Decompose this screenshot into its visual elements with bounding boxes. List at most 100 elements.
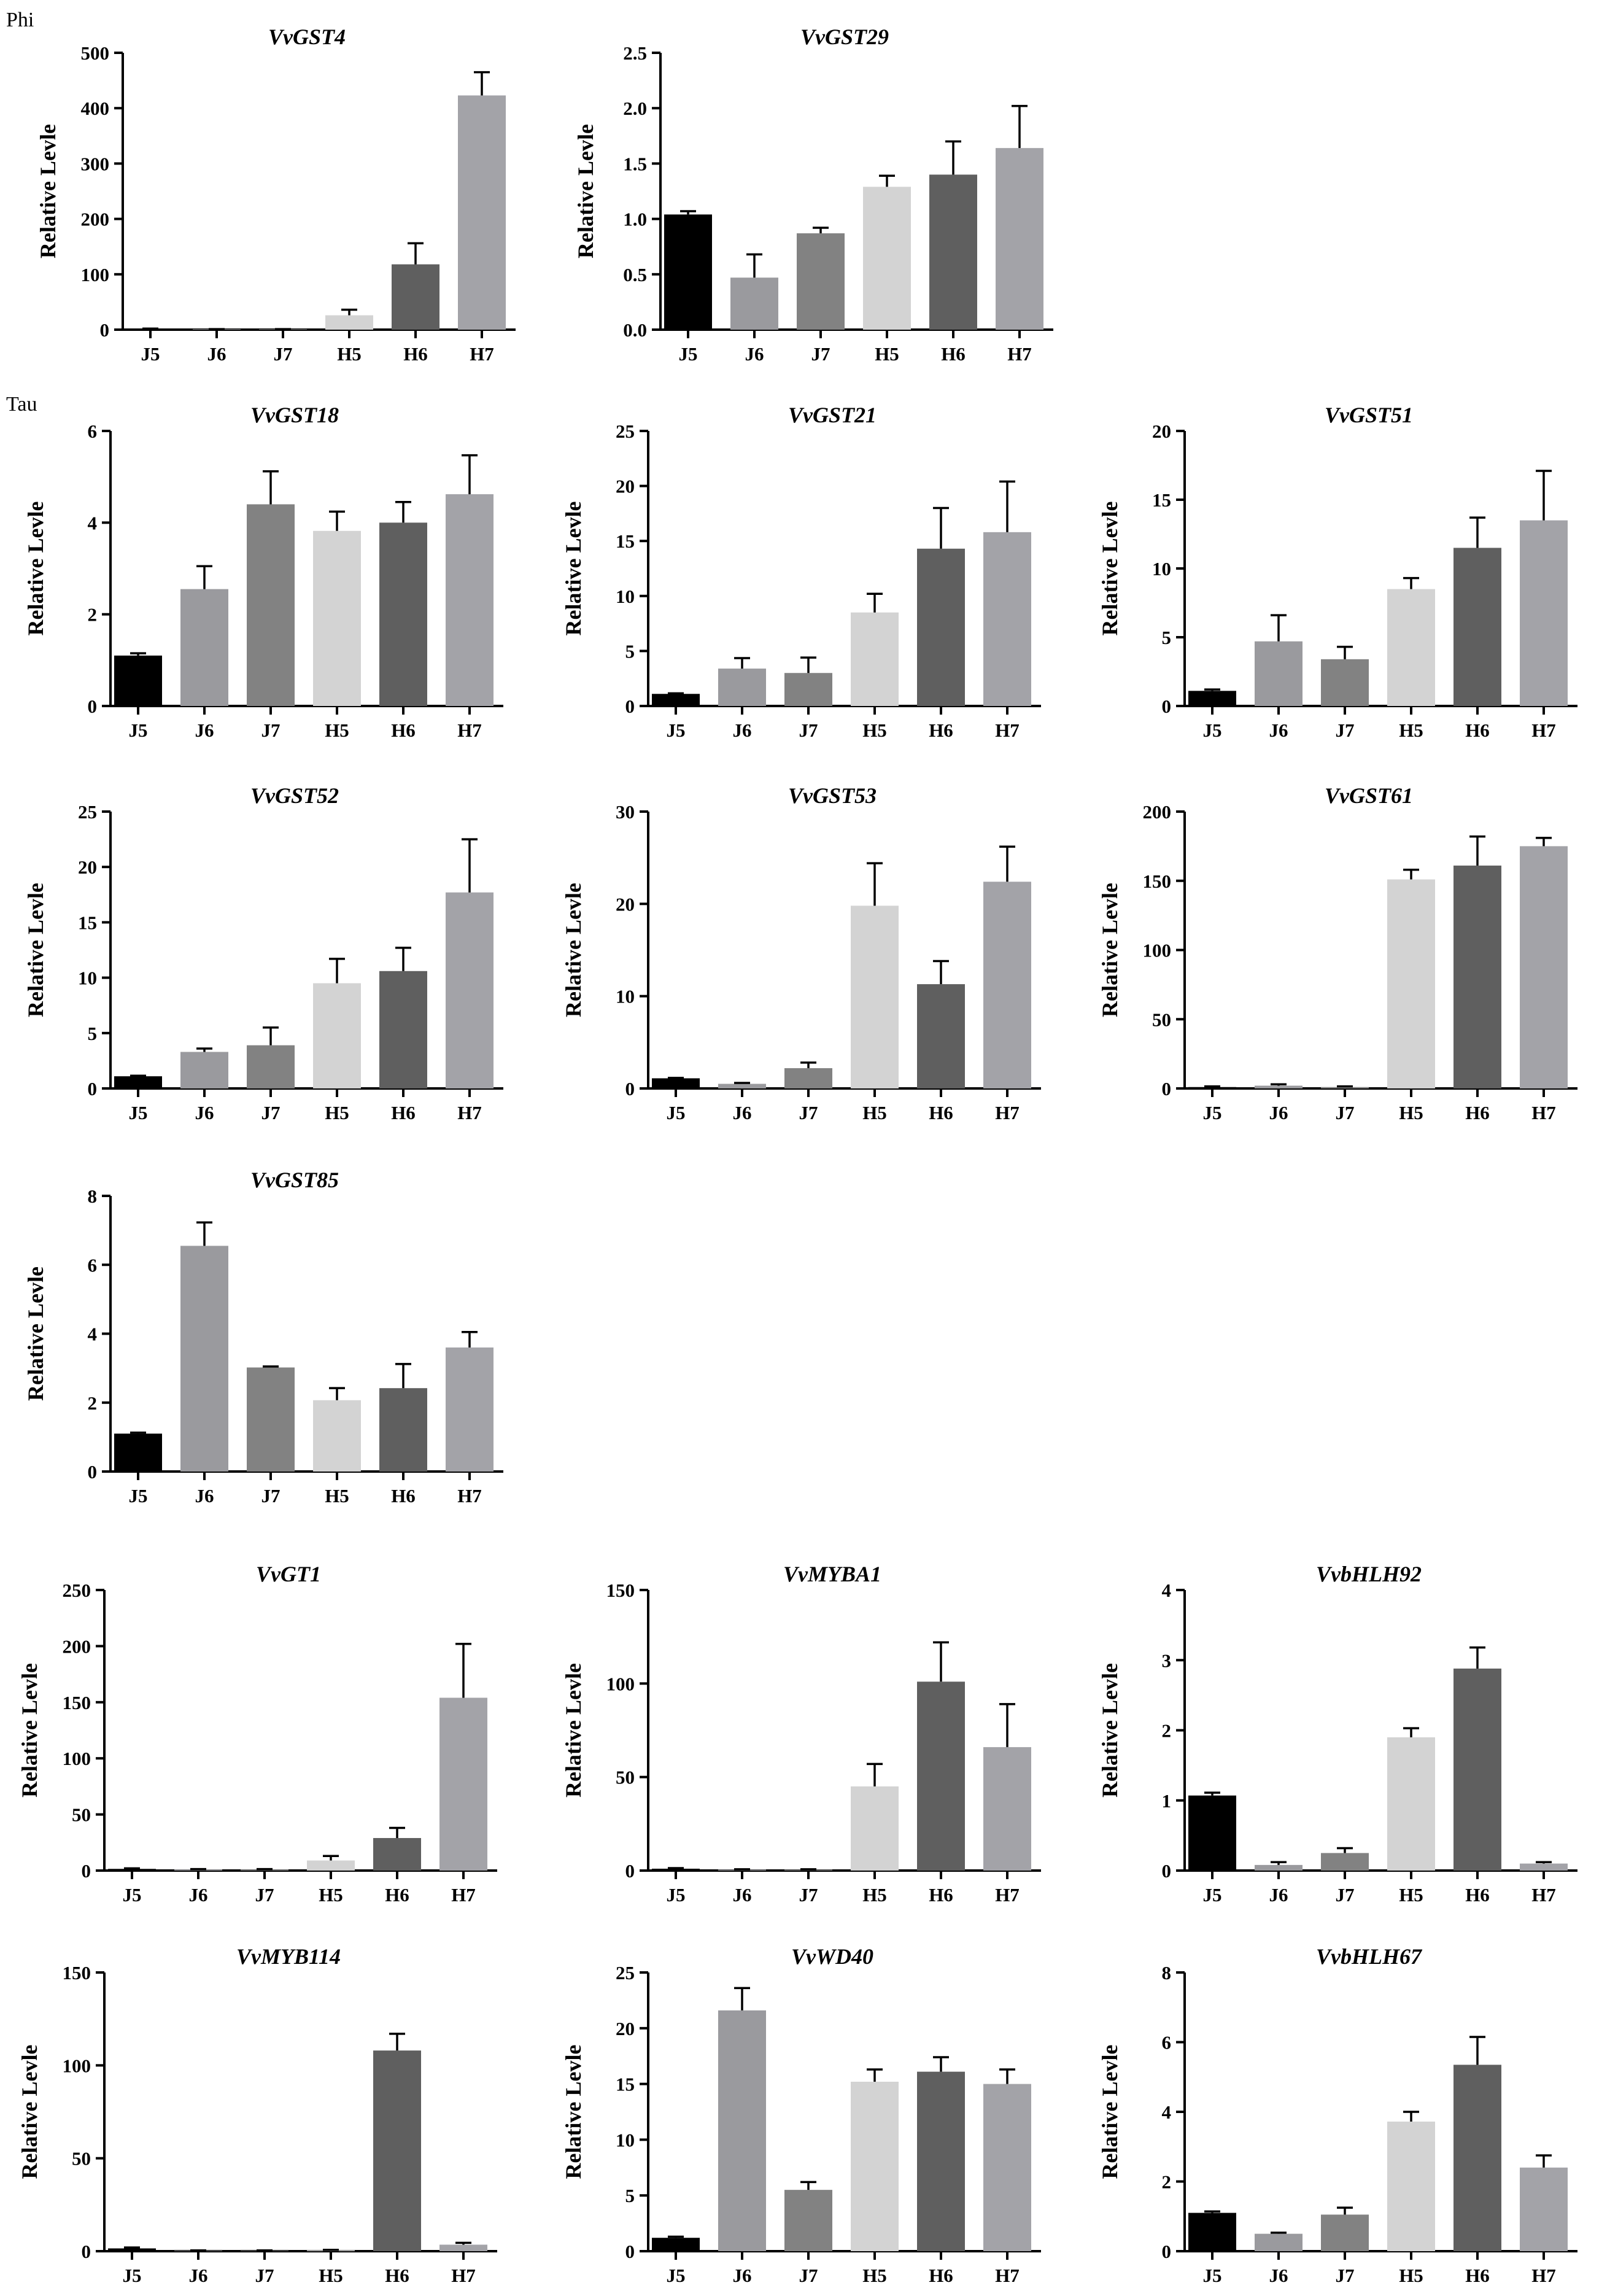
y-tick-label: 1 [1162, 1790, 1172, 1812]
x-tick-label-j6: J6 [1269, 2265, 1288, 2286]
bar-h7 [983, 2084, 1031, 2251]
y-tick-label: 100 [63, 1748, 91, 1769]
bar-h7 [983, 882, 1031, 1088]
y-tick-label: 50 [72, 2148, 91, 2170]
x-tick-label-h6: H6 [391, 719, 416, 741]
bar-j7 [784, 2190, 832, 2251]
y-tick-label: 25 [616, 421, 635, 442]
y-tick-label: 100 [606, 1673, 635, 1694]
chart-title: VvGST52 [250, 783, 339, 808]
bar-j7 [247, 1367, 295, 1472]
x-tick-label-h5: H5 [1399, 1884, 1423, 1906]
chart-vvgst52: VvGST52 Relative Levle 0 5 10 15 20 25 J5 J6 J7 H5 H… [23, 783, 503, 1123]
x-tick-label-h7: H7 [470, 343, 494, 365]
y-tick-label: 15 [616, 2074, 635, 2095]
y-tick-label: 8 [88, 1185, 98, 1207]
x-tick-label-h6: H6 [929, 1884, 953, 1906]
x-tick-label-h6: H6 [929, 1102, 953, 1123]
y-tick-label: 2 [1162, 2171, 1172, 2193]
bar-h6 [917, 548, 965, 706]
x-tick-label-j5: J5 [679, 343, 698, 365]
bar-h6 [373, 2050, 421, 2251]
bar-h7 [446, 1347, 494, 1472]
y-tick-label: 0.0 [623, 319, 647, 341]
bar-j5 [114, 1076, 162, 1088]
y-tick-label: 1.0 [623, 209, 647, 230]
y-tick-label: 4 [1162, 1580, 1172, 1601]
y-tick-label: 0 [1162, 1860, 1172, 1882]
x-tick-label-j6: J6 [733, 1884, 752, 1906]
bar-h6 [379, 522, 427, 706]
x-tick-label-h6: H6 [929, 719, 953, 741]
chart-title: VvbHLH92 [1316, 1562, 1422, 1586]
bar-j5 [652, 694, 700, 706]
x-tick-label-j7: J7 [1336, 2265, 1355, 2286]
x-tick-label-h5: H5 [1399, 2265, 1423, 2286]
chart-vvgst21: VvGST21 Relative Levle 0 5 10 15 20 25 J5 J6 J7 H5 H… [561, 403, 1041, 741]
x-tick-label-j5: J5 [667, 2265, 686, 2286]
x-tick-label-h6: H6 [1465, 719, 1490, 741]
chart-vvgst29: VvGST29 Relative Levle 0.0 0.5 1.0 1.5 2.0 2.5 J… [573, 25, 1053, 365]
y-tick-label: 0 [1162, 2241, 1172, 2262]
y-tick-label: 15 [78, 912, 97, 933]
bar-j5 [114, 655, 162, 706]
y-tick-label: 100 [81, 264, 110, 285]
y-axis-label: Relative Levle [561, 883, 586, 1017]
y-tick-label: 200 [1143, 801, 1172, 823]
x-tick-label-h5: H5 [1399, 719, 1423, 741]
bar-j7 [784, 1068, 832, 1088]
bar-j5 [114, 1433, 162, 1472]
bar-h6 [379, 971, 427, 1088]
bar-h6 [1453, 1668, 1501, 1871]
chart-vvbhlh67: VvbHLH67 Relative Levle 0 2 4 6 8 J5 J6 J7 H5 H6 H7 [1097, 1944, 1577, 2286]
bar-h5 [851, 906, 899, 1088]
bar-j6 [718, 1084, 766, 1088]
y-tick-label: 200 [63, 1635, 91, 1657]
bar-j5 [652, 2238, 700, 2251]
x-tick-label-h5: H5 [875, 343, 899, 365]
y-tick-label: 4 [88, 512, 98, 533]
chart-title: VvGST18 [250, 403, 339, 427]
y-tick-label: 10 [616, 2129, 635, 2151]
x-tick-label-h7: H7 [1531, 1884, 1556, 1906]
bar-j5 [652, 1078, 700, 1088]
x-tick-label-h5: H5 [319, 2265, 343, 2286]
bar-h5 [307, 1860, 355, 1871]
bar-h6 [917, 984, 965, 1088]
bar-h5 [1387, 1737, 1435, 1871]
y-axis-label: Relative Levle [23, 502, 48, 636]
section-label-tau: Tau [6, 393, 37, 416]
x-tick-label-j6: J6 [189, 2265, 208, 2286]
x-tick-label-j7: J7 [1336, 1884, 1355, 1906]
y-tick-label: 2.5 [623, 42, 647, 64]
bar-h5 [313, 1400, 361, 1472]
bar-j6 [1255, 641, 1303, 706]
chart-title: VvGST53 [788, 783, 877, 808]
y-tick-label: 5 [625, 640, 635, 662]
x-tick-label-h5: H5 [325, 719, 349, 741]
bar-j6 [180, 1246, 228, 1472]
y-tick-label: 15 [616, 530, 635, 552]
bar-j7 [1321, 1853, 1369, 1871]
bar-j6 [180, 589, 228, 706]
y-tick-label: 20 [616, 2018, 635, 2039]
y-axis-label: Relative Levle [1097, 883, 1122, 1017]
y-tick-label: 200 [81, 209, 110, 230]
y-tick-label: 50 [72, 1804, 91, 1826]
y-axis-label: Relative Levle [17, 2045, 42, 2179]
x-tick-label-h5: H5 [1399, 1102, 1423, 1123]
y-tick-label: 10 [616, 986, 635, 1007]
y-axis-label: Relative Levle [17, 1663, 42, 1798]
bar-j6 [718, 669, 766, 706]
y-tick-label: 30 [616, 801, 635, 823]
bar-h7 [1520, 2167, 1568, 2251]
chart-title: VvMYB114 [236, 1944, 341, 1969]
y-tick-label: 250 [63, 1580, 91, 1601]
x-tick-label-j6: J6 [207, 343, 226, 365]
y-tick-label: 0 [82, 1860, 91, 1882]
x-tick-label-j6: J6 [733, 2265, 752, 2286]
bar-j6 [718, 2010, 766, 2251]
y-tick-label: 500 [81, 42, 110, 64]
chart-vvmyb114: VvMYB114 Relative Levle 0 50 100 150 J5 J6 J7 H5 H… [17, 1944, 497, 2286]
